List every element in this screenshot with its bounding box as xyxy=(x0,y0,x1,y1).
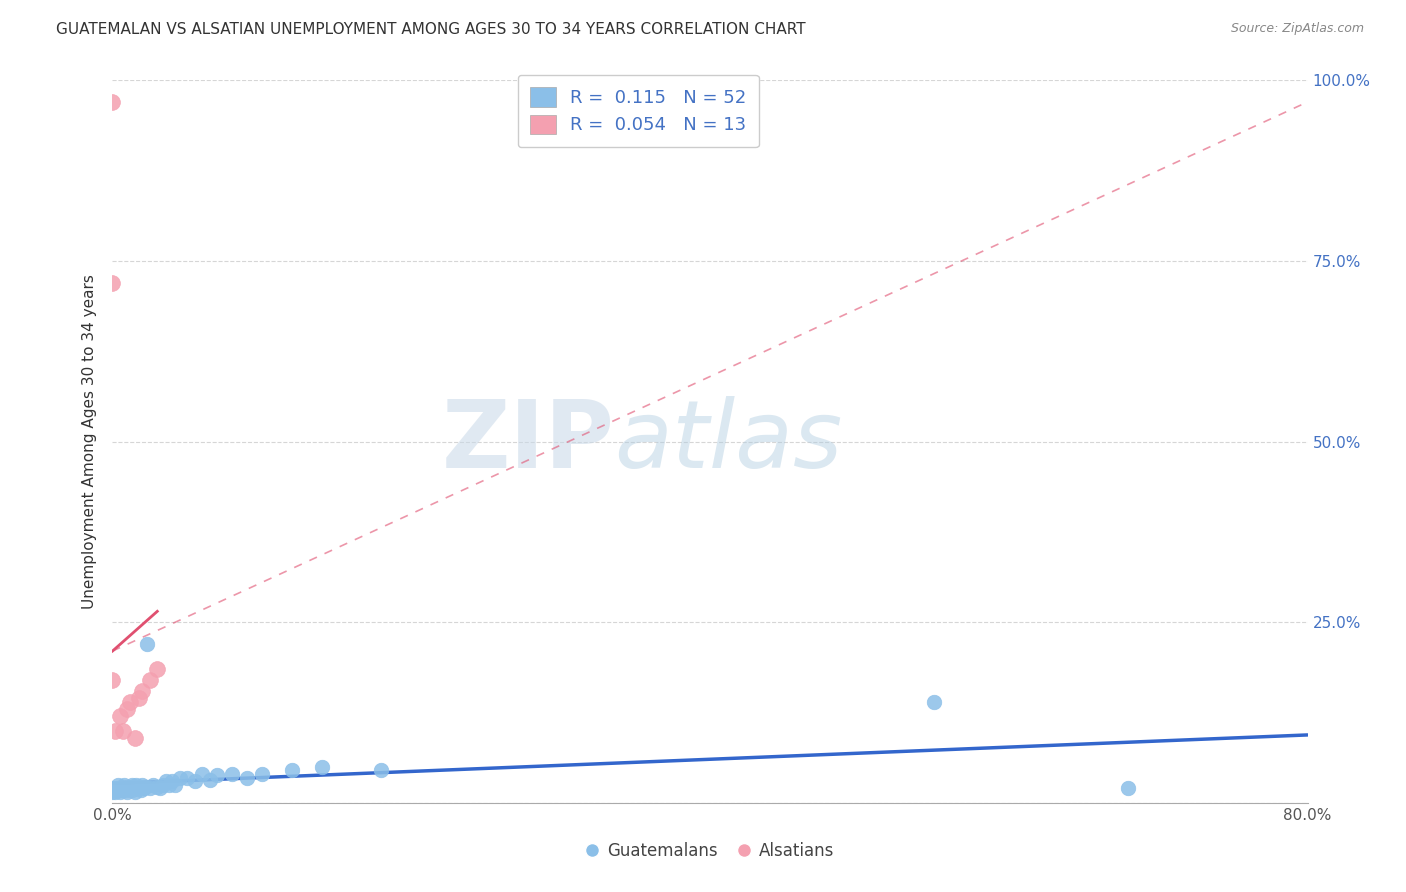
Point xyxy=(139,673,162,687)
Point xyxy=(104,723,127,738)
Text: ZIP: ZIP xyxy=(441,395,614,488)
Point xyxy=(104,785,127,799)
Y-axis label: Unemployment Among Ages 30 to 34 years: Unemployment Among Ages 30 to 34 years xyxy=(82,274,97,609)
Point xyxy=(128,780,150,794)
Point xyxy=(107,778,129,792)
Point xyxy=(157,778,180,792)
Point xyxy=(922,695,945,709)
Point xyxy=(121,778,143,792)
Point xyxy=(117,702,139,716)
Point xyxy=(129,782,152,797)
Point xyxy=(125,778,148,792)
Point xyxy=(146,662,169,676)
Point xyxy=(142,778,165,792)
Point xyxy=(115,782,138,797)
Point xyxy=(124,731,146,745)
Point xyxy=(108,709,131,723)
Text: Source: ZipAtlas.com: Source: ZipAtlas.com xyxy=(1230,22,1364,36)
Point xyxy=(101,781,124,796)
Point xyxy=(162,774,183,789)
Point xyxy=(139,781,162,796)
Point xyxy=(205,768,228,782)
Point xyxy=(169,771,191,785)
Text: atlas: atlas xyxy=(614,396,842,487)
Point xyxy=(120,781,142,796)
Point xyxy=(198,772,221,787)
Point xyxy=(131,683,153,698)
Point xyxy=(236,771,259,785)
Point xyxy=(281,764,304,778)
Point xyxy=(152,778,174,792)
Point xyxy=(124,781,146,796)
Point xyxy=(165,778,187,792)
Point xyxy=(111,723,134,738)
Text: GUATEMALAN VS ALSATIAN UNEMPLOYMENT AMONG AGES 30 TO 34 YEARS CORRELATION CHART: GUATEMALAN VS ALSATIAN UNEMPLOYMENT AMON… xyxy=(56,22,806,37)
Point xyxy=(101,785,124,799)
Point xyxy=(120,695,142,709)
Point xyxy=(183,774,205,789)
Legend: Guatemalans, Alsatians: Guatemalans, Alsatians xyxy=(579,836,841,867)
Point xyxy=(114,778,135,792)
Point xyxy=(131,778,153,792)
Point xyxy=(250,767,273,781)
Point xyxy=(132,781,155,796)
Point xyxy=(146,780,169,794)
Point xyxy=(117,781,139,796)
Point xyxy=(101,673,124,687)
Point xyxy=(149,781,172,796)
Point xyxy=(103,782,125,797)
Point xyxy=(101,276,124,290)
Point xyxy=(221,767,243,781)
Point xyxy=(370,764,392,778)
Point xyxy=(111,780,134,794)
Point xyxy=(127,781,149,796)
Point xyxy=(121,782,143,797)
Point xyxy=(1118,781,1140,796)
Point xyxy=(110,782,132,797)
Point xyxy=(128,691,150,706)
Point xyxy=(311,760,333,774)
Point xyxy=(134,780,156,794)
Point xyxy=(176,771,198,785)
Point xyxy=(122,780,145,794)
Point xyxy=(101,95,124,109)
Point xyxy=(108,781,131,796)
Point xyxy=(108,785,131,799)
Point xyxy=(191,767,214,781)
Point xyxy=(118,780,141,794)
Point xyxy=(135,637,157,651)
Point xyxy=(117,785,139,799)
Point xyxy=(105,781,128,796)
Point xyxy=(155,774,177,789)
Point xyxy=(124,785,146,799)
